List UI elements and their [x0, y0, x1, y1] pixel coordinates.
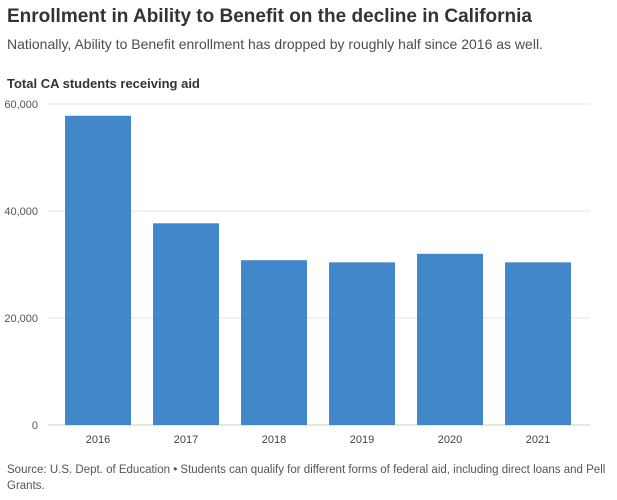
bar-2021 — [505, 262, 571, 425]
chart-title: Enrollment in Ability to Benefit on the … — [7, 6, 532, 27]
chart-subtitle: Nationally, Ability to Benefit enrollmen… — [7, 36, 543, 52]
y-tick-label: 40,000 — [4, 206, 38, 218]
source-note: Source: U.S. Dept. of Education • Studen… — [7, 464, 606, 492]
x-tick-label: 2017 — [174, 434, 198, 446]
bar-chart: 0 20,000 40,000 60,000 2016 2017 2018 2019 2020 2… — [4, 99, 590, 446]
bar-2016 — [65, 115, 131, 426]
bar-2020 — [417, 253, 483, 425]
x-tick-label: 2018 — [262, 434, 286, 446]
bar-2019 — [329, 262, 395, 425]
bar-2017 — [153, 223, 219, 425]
x-tick-label: 2019 — [350, 434, 374, 446]
y-tick-label: 0 — [32, 420, 38, 432]
y-tick-label: 60,000 — [4, 99, 38, 111]
bar-2018 — [241, 260, 307, 425]
y-tick-label: 20,000 — [4, 313, 38, 325]
x-tick-label: 2021 — [526, 434, 550, 446]
x-tick-label: 2016 — [86, 434, 110, 446]
y-axis-title: Total CA students receiving aid — [7, 76, 200, 91]
x-tick-label: 2020 — [438, 434, 462, 446]
